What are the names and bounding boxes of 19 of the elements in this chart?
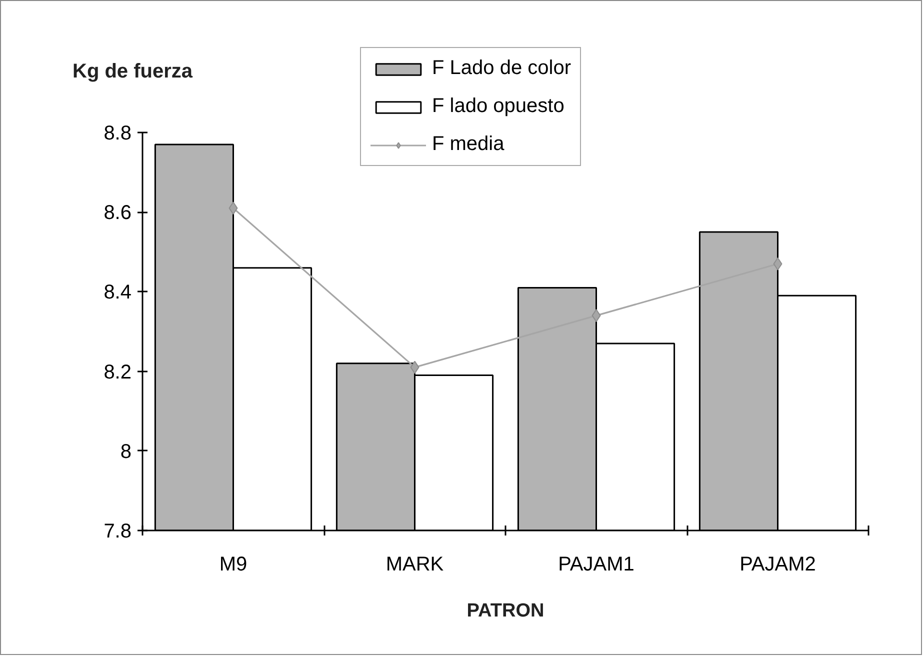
y-tick-label: 8.8 bbox=[104, 122, 132, 144]
legend-label: F media bbox=[432, 133, 504, 156]
y-tick-label: 7.8 bbox=[104, 520, 132, 542]
point bbox=[773, 257, 782, 270]
y-tick-label: 8.4 bbox=[104, 282, 132, 304]
legend-label: F lado opuesto bbox=[432, 95, 564, 118]
y-tick-label: 8.6 bbox=[104, 202, 132, 224]
y-tick-label: 8.2 bbox=[104, 361, 132, 384]
x-tick-label: PAJAM1 bbox=[558, 554, 634, 576]
point bbox=[228, 202, 238, 215]
y-tick-label: 8 bbox=[120, 440, 132, 463]
point bbox=[410, 360, 420, 374]
x-tick-label: PAJAM2 bbox=[740, 554, 816, 576]
legend-label: F Lado de color bbox=[432, 57, 571, 80]
x-axis-title: PATRON bbox=[466, 600, 544, 622]
point bbox=[592, 309, 601, 322]
x-tick-label: MARK bbox=[386, 554, 444, 576]
y-axis-title: Kg de fuerza bbox=[72, 60, 194, 82]
x-tick-label: M9 bbox=[219, 554, 248, 576]
